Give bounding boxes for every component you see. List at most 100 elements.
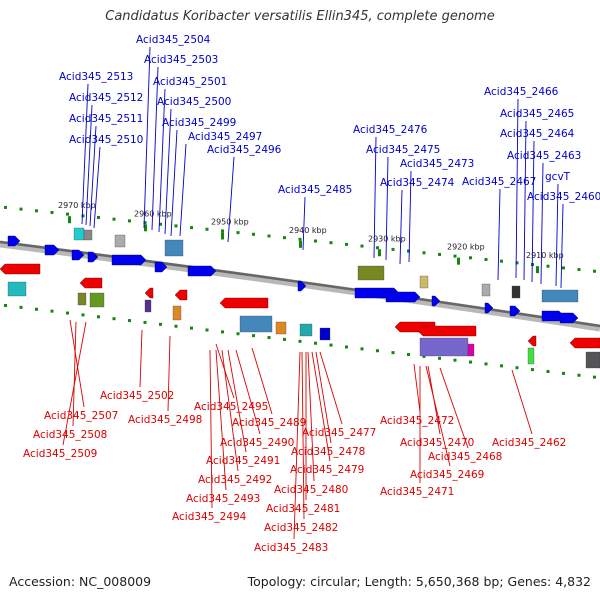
reverse-gene-label: Acid345_2502 bbox=[100, 390, 174, 402]
feature-box bbox=[83, 229, 93, 241]
forward-gene-label: Acid345_2501 bbox=[153, 76, 227, 88]
outer-tick-dot bbox=[236, 231, 240, 235]
forward-leader-line bbox=[408, 170, 412, 263]
reverse-leader-line bbox=[311, 351, 331, 462]
reverse-gene-label: Acid345_2507 bbox=[44, 410, 118, 422]
outer-tick-dot bbox=[50, 210, 54, 214]
scale-tick-mark bbox=[536, 266, 539, 274]
forward-leader-line bbox=[515, 98, 519, 279]
reverse-leader-line bbox=[209, 349, 213, 509]
feature-box bbox=[419, 275, 429, 289]
reverse-leader-line bbox=[72, 321, 77, 427]
outer-tick-dot bbox=[66, 212, 69, 216]
feature-box bbox=[511, 285, 521, 299]
reverse-gene-label: Acid345_2508 bbox=[33, 429, 107, 441]
forward-leader-line bbox=[179, 143, 187, 237]
forward-leader-line bbox=[523, 120, 527, 281]
reverse-leader-line bbox=[315, 351, 332, 444]
forward-leader-line bbox=[555, 183, 559, 287]
reverse-gene-arrow bbox=[144, 287, 154, 299]
reverse-leader-line bbox=[307, 351, 315, 482]
inner-tick-dot bbox=[391, 351, 395, 355]
outer-tick-dot bbox=[298, 237, 302, 241]
forward-leader-line bbox=[399, 189, 403, 265]
reverse-gene-label: Acid345_2493 bbox=[186, 493, 260, 505]
reverse-gene-label: Acid345_2462 bbox=[492, 437, 566, 449]
forward-leader-line bbox=[170, 129, 178, 237]
inner-tick-dot bbox=[469, 360, 472, 364]
outer-tick-dot bbox=[267, 234, 271, 238]
inner-tick-dot bbox=[190, 326, 193, 330]
scale-tick-mark bbox=[378, 249, 381, 257]
forward-leader-line bbox=[497, 188, 501, 281]
forward-gene-arrow bbox=[559, 312, 579, 324]
scale-tick-mark bbox=[68, 216, 71, 224]
genome-title: Candidatus Koribacter versatilis Ellin34… bbox=[105, 9, 495, 24]
forward-gene-label: Acid345_2467 bbox=[462, 176, 536, 188]
forward-gene-label: Acid345_2473 bbox=[400, 158, 474, 170]
inner-tick-dot bbox=[376, 349, 379, 353]
forward-leader-line bbox=[85, 104, 93, 226]
outer-tick-dot bbox=[128, 219, 131, 223]
forward-gene-arrow bbox=[71, 249, 85, 261]
forward-gene-arrow bbox=[385, 291, 421, 303]
inner-tick-dot bbox=[128, 319, 131, 323]
forward-gene-label: Acid345_2497 bbox=[188, 131, 262, 143]
accession-text: Accession: NC_008009 bbox=[9, 574, 152, 589]
outer-tick-dot bbox=[81, 214, 85, 218]
reverse-gene-label: Acid345_2480 bbox=[274, 484, 348, 496]
inner-tick-dot bbox=[66, 311, 69, 315]
outer-tick-dot bbox=[112, 217, 116, 221]
outer-tick-dot bbox=[345, 242, 348, 246]
inner-tick-dot bbox=[562, 371, 565, 375]
inner-tick-dot bbox=[267, 336, 271, 340]
outer-tick-dot bbox=[360, 244, 364, 248]
forward-leader-line bbox=[531, 140, 535, 283]
reverse-gene-label: Acid345_2483 bbox=[254, 542, 328, 554]
inner-tick-dot bbox=[159, 322, 162, 326]
feature-box bbox=[585, 351, 600, 369]
forward-leader-line bbox=[227, 156, 235, 243]
scale-tick-label: 2970 kbp bbox=[58, 201, 96, 210]
forward-gene-label: Acid345_2503 bbox=[144, 54, 218, 66]
outer-tick-dot bbox=[283, 236, 286, 240]
scale-tick-mark bbox=[299, 240, 302, 248]
scale-tick-mark bbox=[221, 232, 224, 240]
reverse-leader-line bbox=[301, 351, 305, 520]
inner-tick-dot bbox=[453, 358, 457, 362]
forward-leader-line bbox=[158, 88, 166, 233]
reverse-gene-label: Acid345_2470 bbox=[400, 437, 474, 449]
forward-gene-label: Acid345_2496 bbox=[207, 144, 282, 156]
reverse-leader-line bbox=[227, 349, 247, 453]
reverse-leader-line bbox=[511, 369, 533, 435]
outer-tick-dot bbox=[391, 247, 395, 251]
outer-tick-dot bbox=[438, 252, 441, 256]
forward-leader-line bbox=[560, 203, 564, 289]
reverse-gene-label: Acid345_2495 bbox=[194, 401, 268, 413]
forward-gene-arrow bbox=[509, 305, 521, 317]
outer-tick-dot bbox=[546, 264, 550, 268]
outer-tick-dot bbox=[515, 261, 519, 265]
feature-box bbox=[275, 321, 287, 335]
inner-tick-dot bbox=[422, 354, 426, 358]
forward-gene-arrow bbox=[87, 251, 99, 263]
forward-gene-label: Acid345_2474 bbox=[380, 177, 455, 189]
outer-tick-dot bbox=[159, 222, 162, 226]
forward-leader-line bbox=[164, 108, 172, 235]
feature-box bbox=[481, 283, 491, 297]
outer-tick-dot bbox=[376, 246, 379, 250]
outer-tick-dot bbox=[500, 259, 503, 263]
reverse-gene-arrow bbox=[569, 337, 600, 349]
inner-tick-dot bbox=[112, 317, 116, 321]
feature-box bbox=[172, 305, 182, 321]
reverse-gene-label: Acid345_2469 bbox=[410, 469, 484, 481]
inner-tick-dot bbox=[500, 364, 503, 368]
forward-gene-label: Acid345_2485 bbox=[278, 184, 352, 196]
inner-tick-dot bbox=[345, 345, 348, 349]
forward-gene-label: Acid345_2499 bbox=[162, 117, 236, 129]
outer-tick-dot bbox=[205, 227, 209, 231]
inner-tick-dot bbox=[546, 369, 550, 373]
inner-tick-dot bbox=[81, 313, 85, 317]
reverse-gene-arrow bbox=[174, 289, 188, 301]
reverse-gene-label: Acid345_2482 bbox=[264, 522, 338, 534]
